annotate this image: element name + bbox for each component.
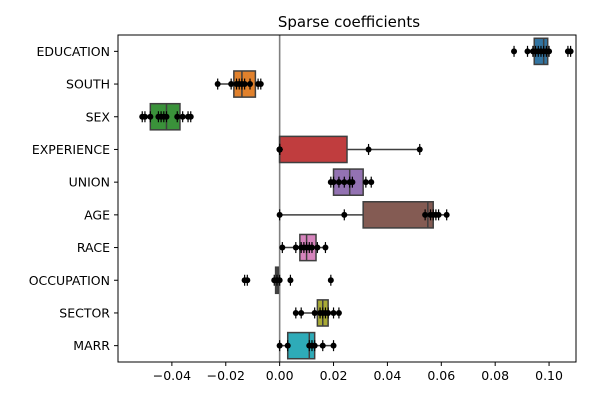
box-experience <box>276 135 423 164</box>
y-tick-label-occupation: OCCUPATION <box>29 273 110 288</box>
chart-title: Sparse coefficients <box>278 13 420 31</box>
y-tick-label-sex: SEX <box>86 109 111 124</box>
point-experience-6 <box>276 146 283 153</box>
point-race-8 <box>322 244 329 251</box>
point-education-1 <box>524 48 531 55</box>
point-union-7 <box>368 179 375 186</box>
y-tick-label-south: SOUTH <box>66 77 110 92</box>
point-age-7 <box>443 211 450 218</box>
y-tick-label-marr: MARR <box>73 338 110 353</box>
plot-frame <box>117 34 577 363</box>
point-union-1 <box>330 179 337 186</box>
boxes-group <box>139 37 574 360</box>
box-south <box>214 70 264 98</box>
y-axis: EDUCATION SOUTH SEX EXPERIENCE UNION AGE RACE O… <box>29 44 118 353</box>
point-occupation-5 <box>287 277 294 284</box>
point-experience-8 <box>416 146 423 153</box>
point-union-2 <box>335 179 342 186</box>
point-experience-7 <box>365 146 372 153</box>
y-tick-label-sector: SECTOR <box>59 305 110 320</box>
x-tick-label-1: −0.02 <box>207 368 245 383</box>
point-south-0 <box>214 81 221 88</box>
y-tick-label-experience: EXPERIENCE <box>32 142 110 157</box>
point-sex-2 <box>147 113 154 120</box>
point-sex-7 <box>174 113 181 120</box>
y-tick-label-age: AGE <box>84 207 110 222</box>
point-sex-10 <box>187 113 194 120</box>
point-age-6 <box>435 211 442 218</box>
point-sector-8 <box>335 309 342 316</box>
point-marr-1 <box>284 342 291 349</box>
point-sector-1 <box>298 309 305 316</box>
y-tick-label-education: EDUCATION <box>37 44 111 59</box>
x-tick-label-7: 0.10 <box>535 368 563 383</box>
point-south-1 <box>228 81 235 88</box>
box-sex <box>139 102 194 131</box>
point-south-8 <box>257 81 264 88</box>
box-race <box>279 233 329 262</box>
point-education-0 <box>511 48 518 55</box>
point-race-7 <box>314 244 321 251</box>
point-age-1 <box>341 211 348 218</box>
point-marr-5 <box>319 342 326 349</box>
y-tick-label-race: RACE <box>77 240 110 255</box>
point-sex-6 <box>163 113 170 120</box>
y-tick-label-union: UNION <box>69 175 110 190</box>
x-tick-label-2: 0.00 <box>266 368 294 383</box>
point-race-1 <box>292 244 299 251</box>
point-age-2 <box>422 211 429 218</box>
box-sector <box>292 299 342 327</box>
x-tick-label-5: 0.06 <box>427 368 455 383</box>
point-south-6 <box>247 81 254 88</box>
box-marr <box>276 331 337 360</box>
point-union-6 <box>362 179 369 186</box>
point-marr-6 <box>330 342 337 349</box>
point-marr-0 <box>276 342 283 349</box>
box-union <box>327 168 375 196</box>
point-occupation-6 <box>327 277 334 284</box>
x-tick-label-6: 0.08 <box>481 368 509 383</box>
x-tick-label-0: −0.04 <box>153 368 191 383</box>
point-union-5 <box>349 179 356 186</box>
point-sex-1 <box>141 113 148 120</box>
point-south-5 <box>241 81 248 88</box>
x-tick-label-4: 0.04 <box>373 368 401 383</box>
box-occupation <box>241 266 334 295</box>
point-sector-2 <box>311 309 318 316</box>
point-education-8 <box>546 48 553 55</box>
point-marr-4 <box>311 342 318 349</box>
point-occupation-4 <box>276 277 283 284</box>
point-sex-8 <box>179 113 186 120</box>
point-union-3 <box>341 179 348 186</box>
x-tick-label-3: 0.02 <box>320 368 348 383</box>
point-race-6 <box>308 244 315 251</box>
x-axis: −0.04 −0.02 0.00 0.02 0.04 0.06 0.08 0.10 <box>153 362 563 383</box>
box-education <box>511 37 574 66</box>
point-age-0 <box>276 211 283 218</box>
point-sector-0 <box>292 309 299 316</box>
point-education-10 <box>567 48 574 55</box>
iqr-box-age <box>362 201 434 229</box>
point-race-0 <box>279 244 286 251</box>
box-age <box>276 201 450 229</box>
iqr-box-experience <box>278 135 348 164</box>
point-sector-6 <box>325 309 332 316</box>
point-sector-7 <box>330 309 337 316</box>
point-occupation-1 <box>244 277 251 284</box>
